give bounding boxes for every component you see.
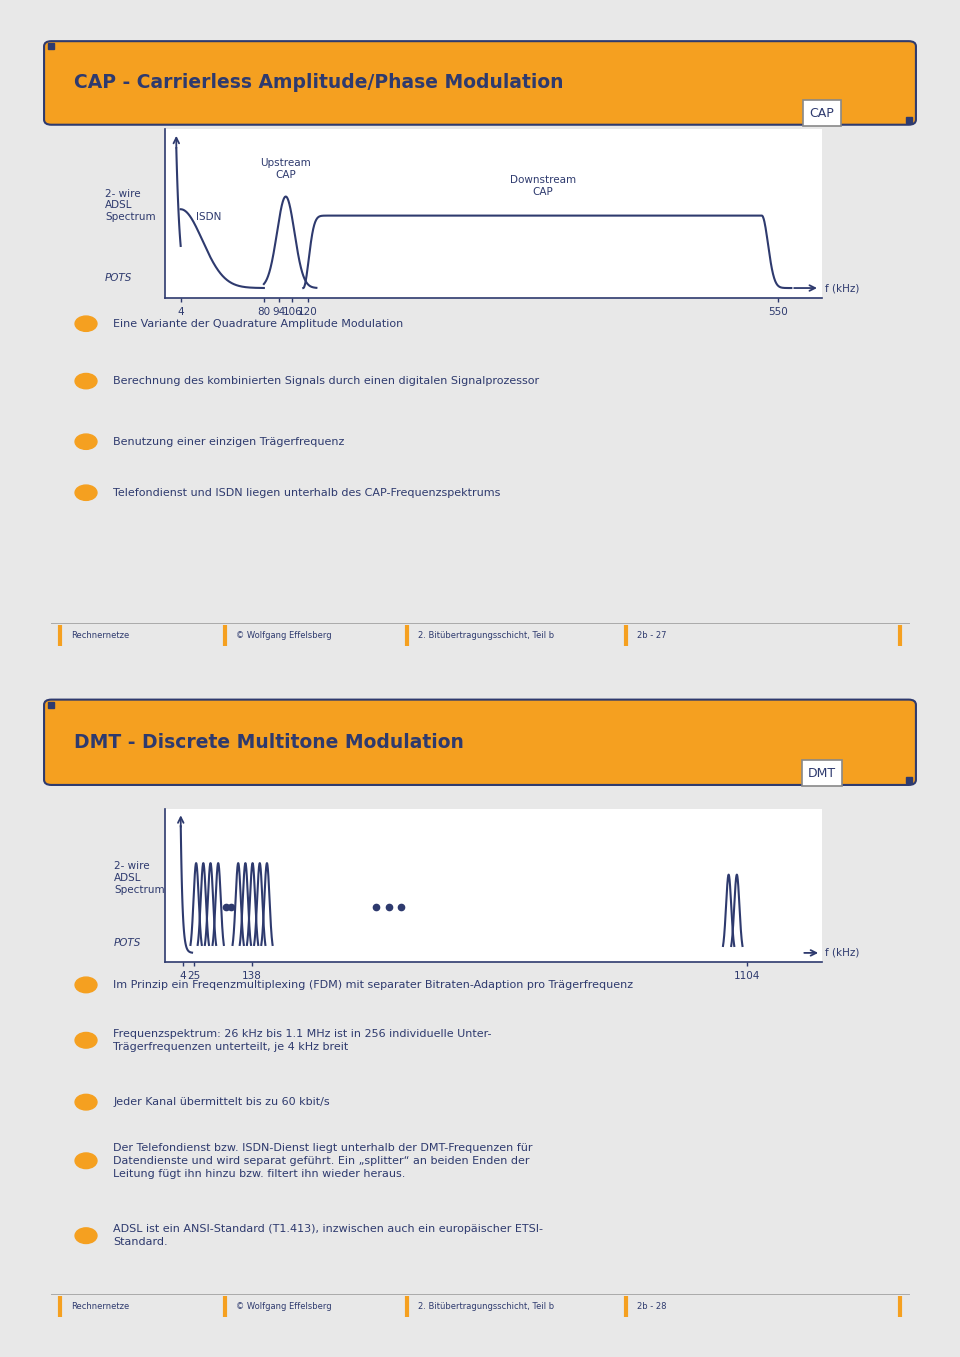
Circle shape [75,373,97,388]
FancyBboxPatch shape [44,700,916,784]
Text: Downstream
CAP: Downstream CAP [510,175,576,197]
Text: Der Telefondienst bzw. ISDN-Dienst liegt unterhalb der DMT-Frequenzen für
Datend: Der Telefondienst bzw. ISDN-Dienst liegt… [113,1143,533,1179]
Circle shape [75,1033,97,1048]
FancyBboxPatch shape [44,41,916,125]
Text: Telefondienst und ISDN liegen unterhalb des CAP-Frequenzspektrums: Telefondienst und ISDN liegen unterhalb … [113,487,501,498]
Text: DMT: DMT [808,767,836,780]
Circle shape [75,1094,97,1110]
Text: Eine Variante der Quadrature Amplitude Modulation: Eine Variante der Quadrature Amplitude M… [113,319,403,328]
Circle shape [75,1153,97,1168]
Circle shape [75,977,97,993]
Circle shape [75,434,97,449]
Text: 2. Bitübertragungsschicht, Teil b: 2. Bitübertragungsschicht, Teil b [418,631,554,641]
Text: f (kHz): f (kHz) [826,284,859,293]
Text: CAP - Carrierless Amplitude/Phase Modulation: CAP - Carrierless Amplitude/Phase Modula… [74,73,564,92]
Text: CAP: CAP [809,107,834,119]
Text: Rechnernetze: Rechnernetze [71,631,130,641]
Text: f (kHz): f (kHz) [825,949,859,958]
Text: Jeder Kanal übermittelt bis zu 60 kbit/s: Jeder Kanal übermittelt bis zu 60 kbit/s [113,1098,330,1107]
Text: 2b - 27: 2b - 27 [636,631,666,641]
Text: ISDN: ISDN [197,212,222,223]
Circle shape [75,1228,97,1243]
Text: © Wolfgang Effelsberg: © Wolfgang Effelsberg [235,631,331,641]
Circle shape [75,484,97,501]
Text: POTS: POTS [114,938,141,949]
Text: POTS: POTS [106,273,132,284]
Text: Upstream
CAP: Upstream CAP [260,159,311,180]
Text: Benutzung einer einzigen Trägerfrequenz: Benutzung einer einzigen Trägerfrequenz [113,437,345,446]
Text: Berechnung des kombinierten Signals durch einen digitalen Signalprozessor: Berechnung des kombinierten Signals durc… [113,376,540,387]
Text: Rechnernetze: Rechnernetze [71,1303,130,1311]
Text: 2- wire
ADSL
Spectrum: 2- wire ADSL Spectrum [114,862,165,894]
Text: ADSL ist ein ANSI-Standard (T1.413), inzwischen auch ein europäischer ETSI-
Stan: ADSL ist ein ANSI-Standard (T1.413), inz… [113,1224,543,1247]
Text: Frequenzspektrum: 26 kHz bis 1.1 MHz ist in 256 individuelle Unter-
Trägerfreque: Frequenzspektrum: 26 kHz bis 1.1 MHz ist… [113,1029,492,1052]
Text: 2- wire
ADSL
Spectrum: 2- wire ADSL Spectrum [106,189,156,223]
Text: 2. Bitübertragungsschicht, Teil b: 2. Bitübertragungsschicht, Teil b [418,1303,554,1311]
Circle shape [75,316,97,331]
Text: DMT - Discrete Multitone Modulation: DMT - Discrete Multitone Modulation [74,733,464,752]
Text: 2b - 28: 2b - 28 [636,1303,666,1311]
Text: Im Prinzip ein Freqenzmultiplexing (FDM) mit separater Bitraten-Adaption pro Trä: Im Prinzip ein Freqenzmultiplexing (FDM)… [113,980,634,989]
Text: © Wolfgang Effelsberg: © Wolfgang Effelsberg [235,1303,331,1311]
